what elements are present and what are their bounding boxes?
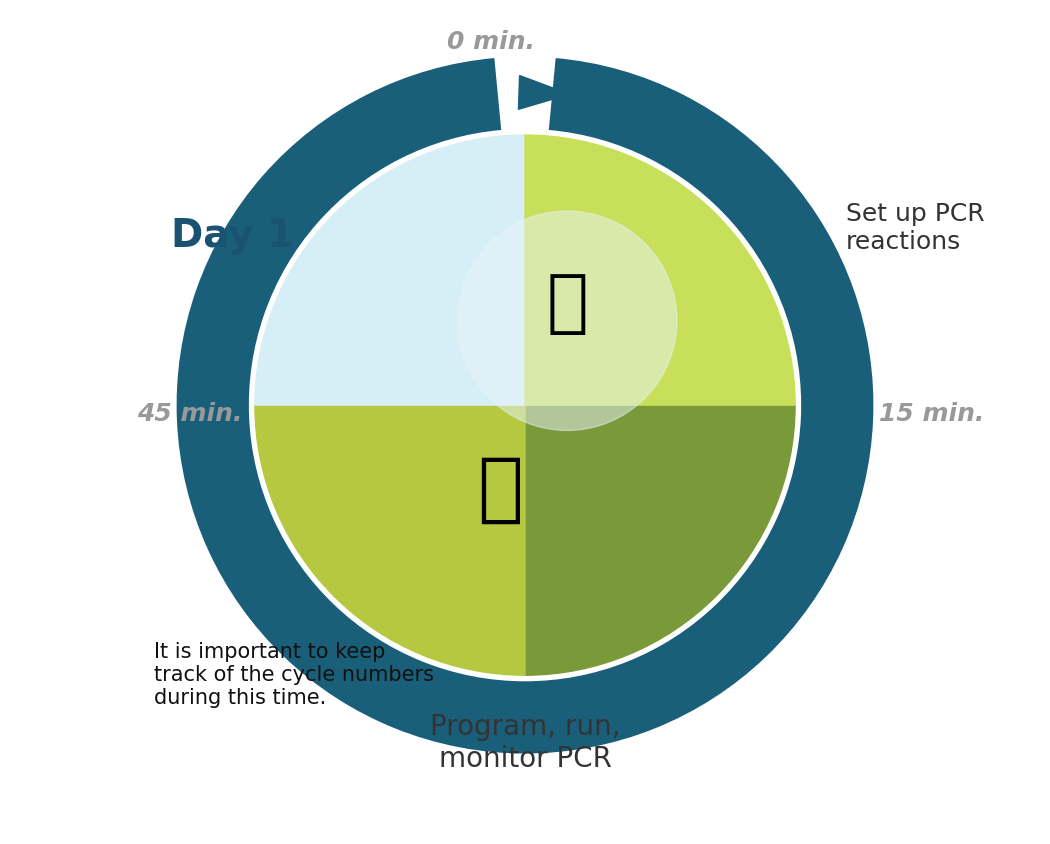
Wedge shape [525, 405, 795, 675]
Wedge shape [255, 405, 525, 675]
Polygon shape [519, 76, 570, 110]
Text: 15 min.: 15 min. [880, 402, 985, 425]
Text: 💻: 💻 [477, 452, 523, 527]
Circle shape [458, 211, 677, 430]
Wedge shape [525, 135, 795, 405]
Wedge shape [255, 135, 525, 405]
Text: Day 1: Day 1 [170, 217, 294, 256]
Polygon shape [519, 698, 570, 732]
Text: It is important to keep
track of the cycle numbers
during this time.: It is important to keep track of the cyc… [153, 642, 434, 708]
Text: 0 min.: 0 min. [447, 30, 536, 54]
Text: 45 min.: 45 min. [136, 402, 243, 425]
Text: Program, run,
monitor PCR: Program, run, monitor PCR [429, 712, 621, 773]
Text: 🔬: 🔬 [546, 270, 588, 338]
Text: Set up PCR
reactions: Set up PCR reactions [845, 202, 984, 254]
